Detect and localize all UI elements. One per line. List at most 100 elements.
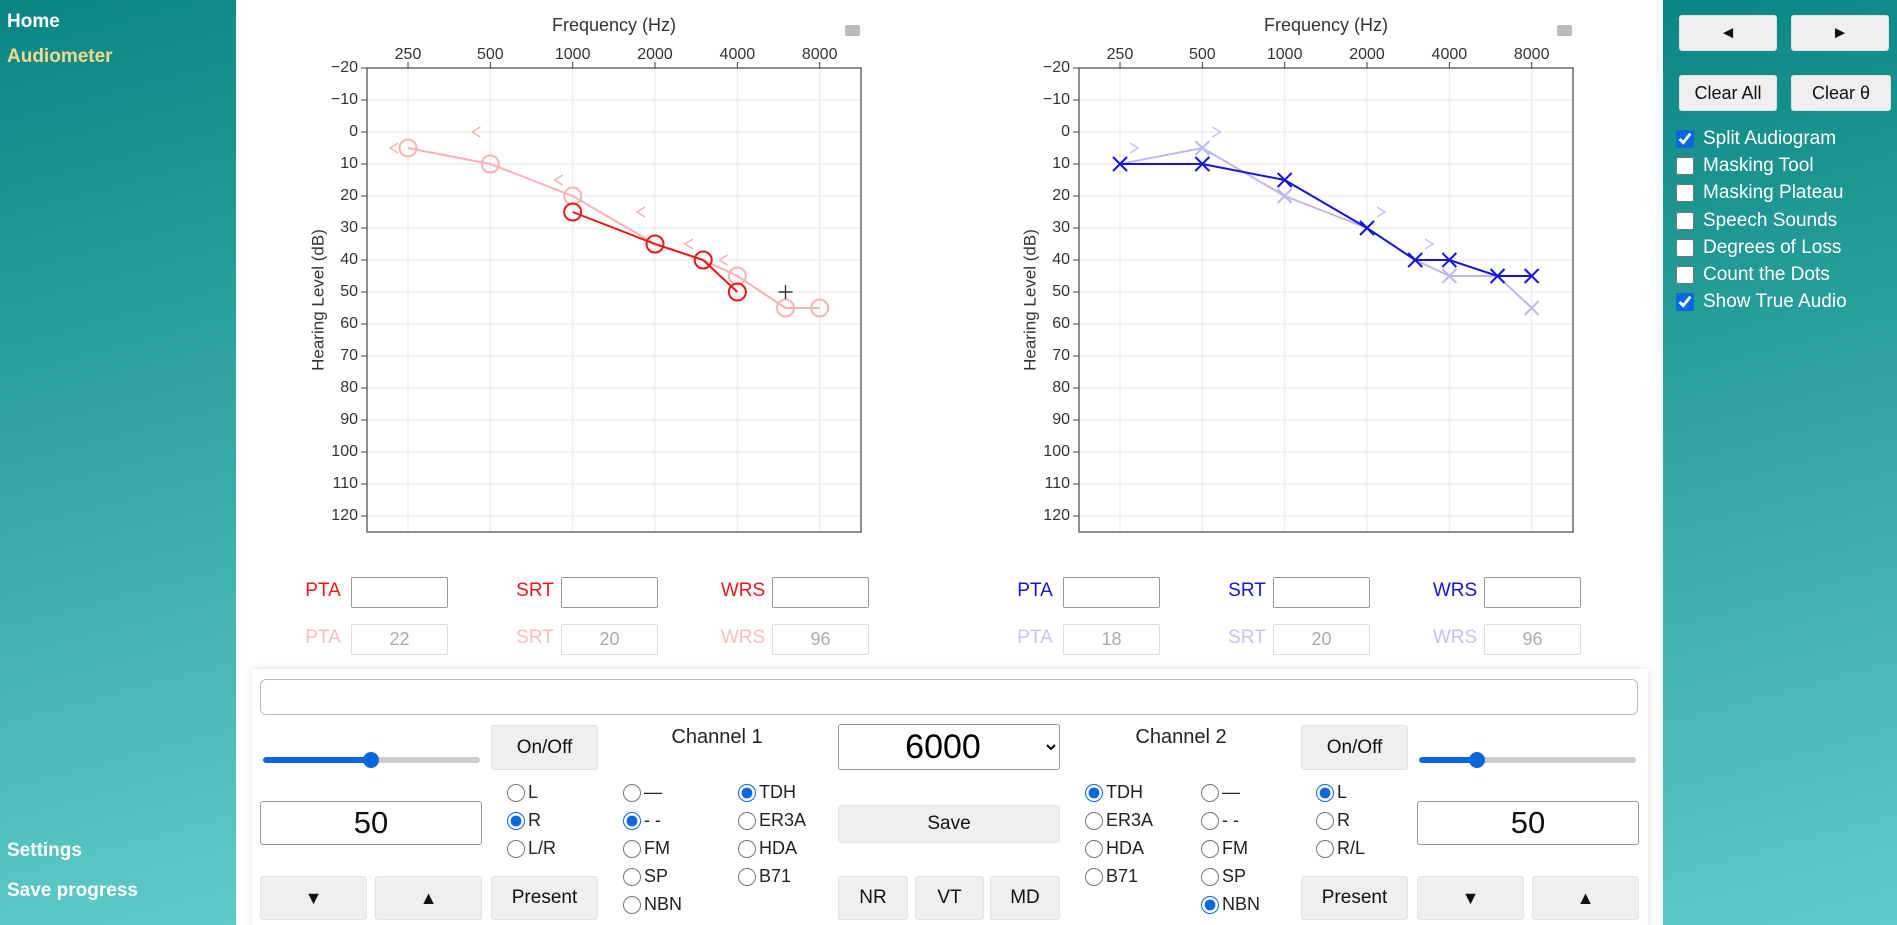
radio-button[interactable] [1201, 896, 1219, 914]
series-line [572, 211, 739, 293]
radio-button[interactable] [507, 840, 525, 858]
onoff-button[interactable]: On/Off [1301, 725, 1408, 770]
bone-marker [635, 206, 646, 218]
nav-link-active[interactable]: Audiometer [7, 46, 113, 67]
score-input[interactable] [772, 577, 869, 608]
radio-label: HDA [1106, 838, 1145, 858]
nav-link[interactable]: Home [7, 11, 60, 32]
y-tick-label: −10 [1043, 91, 1070, 108]
radio-label: — [1222, 782, 1240, 802]
radio-button[interactable] [1085, 840, 1103, 858]
clear-button[interactable]: Clear θ [1791, 75, 1891, 111]
arrow-button[interactable]: ◄ [1679, 15, 1777, 51]
mode-button[interactable]: VT [915, 876, 984, 920]
present-button[interactable]: Present [491, 876, 598, 920]
level-up-button[interactable]: ▲ [375, 876, 482, 920]
frequency-select[interactable]: 6000 [838, 724, 1060, 770]
level-up-button[interactable]: ▲ [1532, 876, 1639, 920]
series-line [1120, 163, 1532, 277]
radio-button[interactable] [623, 840, 641, 858]
camera-icon [1557, 25, 1572, 36]
level-down-button[interactable]: ▼ [1417, 876, 1524, 920]
radio-button[interactable] [1316, 812, 1334, 830]
radio-button[interactable] [738, 812, 756, 830]
mode-button[interactable]: MD [990, 876, 1060, 920]
radio-button[interactable] [623, 784, 641, 802]
slider-thumb[interactable] [363, 752, 379, 768]
save-button[interactable]: Save [838, 805, 1060, 843]
radio-button[interactable] [623, 868, 641, 886]
nav-link[interactable]: Settings [7, 840, 82, 861]
option-checkbox[interactable] [1676, 211, 1694, 230]
radio-label: B71 [1106, 866, 1139, 886]
y-tick-label: 50 [340, 283, 358, 300]
y-tick-label: −10 [331, 91, 358, 108]
camera-icon [845, 25, 860, 36]
clear-button[interactable]: Clear All [1679, 75, 1777, 111]
radio-button[interactable] [507, 784, 525, 802]
score-input[interactable] [351, 577, 448, 608]
x-tick-label: 8000 [802, 46, 838, 63]
option-label: Degrees of Loss [1703, 236, 1842, 258]
radio-button[interactable] [1201, 812, 1219, 830]
radio-button[interactable] [1201, 840, 1219, 858]
radio-button[interactable] [1085, 868, 1103, 886]
channel-title: Channel 2 [1135, 726, 1227, 748]
option-checkbox[interactable] [1676, 238, 1694, 257]
score-input[interactable] [1063, 577, 1160, 608]
radio-button[interactable] [1085, 812, 1103, 830]
bone-marker [683, 238, 694, 250]
true-score: 96 [772, 624, 869, 655]
level-down-button[interactable]: ▼ [260, 876, 367, 920]
option-checkbox[interactable] [1676, 266, 1694, 284]
slider-thumb[interactable] [1469, 752, 1485, 768]
x-tick-label: 1000 [555, 46, 591, 63]
slider-track[interactable] [1419, 757, 1636, 763]
level-input[interactable]: 50 [1417, 801, 1639, 845]
nav-link[interactable]: Save progress [7, 880, 138, 901]
x-axis-title: Frequency (Hz) [1264, 15, 1388, 35]
option-label: Split Audiogram [1703, 128, 1837, 149]
radio-button[interactable] [1316, 784, 1334, 802]
radio-button[interactable] [623, 812, 641, 830]
radio-button[interactable] [1316, 840, 1334, 858]
score-label: SRT [516, 580, 554, 601]
level-input[interactable]: 50 [260, 801, 482, 845]
mode-button[interactable]: NR [838, 876, 908, 920]
y-tick-label: 20 [340, 187, 358, 204]
onoff-button[interactable]: On/Off [491, 725, 598, 770]
radio-button[interactable] [1085, 784, 1103, 802]
x-marker [1276, 172, 1293, 188]
radio-button[interactable] [623, 896, 641, 914]
radio-button[interactable] [507, 812, 525, 830]
radio-button[interactable] [1201, 784, 1219, 802]
y-tick-label: 110 [332, 475, 358, 492]
message-box[interactable] [260, 679, 1638, 715]
option-checkbox[interactable] [1676, 184, 1694, 203]
true-score: 22 [351, 624, 448, 655]
charts: Frequency (Hz) Hearing Level (dB) −20 −10 0 1… [308, 15, 1574, 533]
option-checkbox[interactable] [1676, 293, 1694, 312]
arrow-button[interactable]: ► [1791, 15, 1889, 51]
radio-button[interactable] [1201, 868, 1219, 886]
radio-button[interactable] [738, 868, 756, 886]
radio-button[interactable] [738, 840, 756, 858]
y-tick-label: 80 [1052, 379, 1070, 396]
score-input[interactable] [1273, 577, 1370, 608]
option-checkbox[interactable] [1676, 157, 1694, 176]
bone-marker [553, 174, 564, 186]
score-input[interactable] [1484, 577, 1581, 608]
bone-marker [388, 142, 399, 154]
radio-label: TDH [759, 782, 796, 802]
radio-label: NBN [1222, 894, 1261, 914]
y-tick-label: 10 [340, 155, 358, 172]
score-input[interactable] [561, 577, 658, 608]
radio-label: ER3A [1106, 810, 1154, 830]
x-tick-label: 2000 [637, 46, 673, 63]
x-tick-label: 4000 [720, 46, 756, 63]
option-checkbox[interactable] [1676, 130, 1694, 148]
radio-button[interactable] [738, 784, 756, 802]
score-label: WRS [720, 580, 766, 601]
y-tick-label: 100 [1043, 443, 1070, 460]
present-button[interactable]: Present [1301, 876, 1408, 920]
